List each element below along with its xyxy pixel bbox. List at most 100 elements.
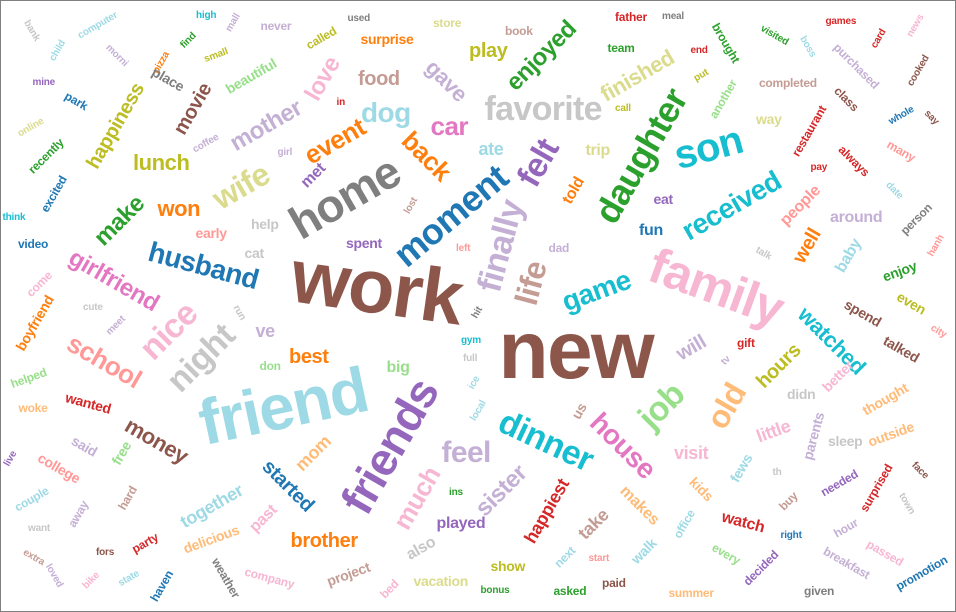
cloud-word: us <box>568 400 590 422</box>
cloud-word: car <box>430 111 469 141</box>
cloud-word: end <box>690 45 708 56</box>
cloud-word: class <box>830 83 862 115</box>
cloud-word: couple <box>11 483 51 515</box>
cloud-word: video <box>18 237 49 251</box>
cloud-word: new <box>498 305 655 396</box>
cloud-word: hit <box>469 304 486 321</box>
cloud-word: pay <box>810 162 828 173</box>
cloud-word: book <box>505 24 533 38</box>
cloud-word: another <box>706 77 740 121</box>
cloud-word: talked <box>880 332 922 366</box>
cloud-word: best <box>289 346 329 368</box>
cloud-word: wife <box>205 155 276 217</box>
cloud-word: gift <box>737 336 755 350</box>
cloud-word: show <box>490 558 526 574</box>
cloud-word: excited <box>37 173 70 215</box>
cloud-word: right <box>780 530 802 541</box>
cloud-word: say <box>921 108 941 128</box>
cloud-word: company <box>242 564 296 592</box>
cloud-word: card <box>868 27 889 51</box>
cloud-word: spent <box>346 235 382 251</box>
cloud-word: come <box>23 268 55 300</box>
cloud-word: place <box>149 63 188 95</box>
cloud-word: gave <box>420 54 473 107</box>
cloud-word: dad <box>548 241 570 255</box>
cloud-word: buy <box>775 488 801 514</box>
cloud-word: son <box>668 117 747 179</box>
cloud-word: hanh <box>925 233 947 259</box>
cloud-word: office <box>670 507 698 541</box>
cloud-word: always <box>835 142 873 180</box>
cloud-word: food <box>358 68 400 90</box>
cloud-word: local <box>468 398 489 423</box>
cloud-word: friend <box>192 353 374 459</box>
cloud-word: favorite <box>484 90 603 128</box>
cloud-word: state <box>116 568 142 589</box>
cloud-word: haven <box>146 568 176 604</box>
cloud-word: boyfriend <box>11 292 57 354</box>
cloud-word: even <box>893 288 929 318</box>
cloud-word: felt <box>509 132 567 194</box>
cloud-word: parents <box>798 410 827 462</box>
cloud-word: outside <box>865 418 917 450</box>
cloud-word: won <box>157 196 201 221</box>
cloud-word: call <box>615 103 631 114</box>
cloud-word: town <box>895 491 917 517</box>
cloud-word: played <box>436 515 486 532</box>
cloud-word: put <box>691 67 710 85</box>
cloud-word: little <box>753 415 793 447</box>
cloud-word: play <box>469 40 508 62</box>
cloud-word: whole <box>886 103 916 128</box>
cloud-word: online <box>15 115 46 140</box>
cloud-word: watch <box>719 508 767 537</box>
cloud-word: eat <box>653 191 674 207</box>
cloud-word: mall <box>223 11 243 34</box>
cloud-word: bonus <box>480 585 510 596</box>
cloud-word: trip <box>585 142 611 159</box>
cloud-word: well <box>788 224 826 268</box>
cloud-word: bank <box>20 18 42 44</box>
cloud-word: life <box>507 257 554 309</box>
cloud-word: asked <box>553 584 587 598</box>
cloud-word: lunch <box>133 150 190 175</box>
cloud-word: received <box>675 164 786 247</box>
cloud-word: news <box>904 12 927 39</box>
cloud-word: big <box>386 359 410 376</box>
cloud-word: home <box>279 144 409 250</box>
cloud-word: meal <box>662 11 684 22</box>
cloud-word: every <box>709 540 743 568</box>
cloud-word: high <box>196 10 217 21</box>
cloud-word: needed <box>817 466 860 500</box>
cloud-word: away <box>65 498 92 530</box>
cloud-word: helped <box>8 365 49 391</box>
cloud-word: live <box>1 449 20 469</box>
cloud-word: small <box>202 46 230 65</box>
cloud-word: weather <box>208 555 243 601</box>
cloud-word: beautiful <box>222 55 280 97</box>
cloud-word: morni <box>102 42 130 70</box>
cloud-word: cute <box>83 302 103 313</box>
cloud-word: around <box>830 209 883 226</box>
cloud-word: talk <box>753 244 774 263</box>
cloud-word: summer <box>668 586 714 600</box>
cloud-word: don <box>259 359 282 373</box>
cloud-word: never <box>260 19 292 33</box>
cloud-word: brother <box>290 530 359 552</box>
cloud-word: enjoy <box>879 257 919 285</box>
cloud-word: makes <box>616 482 663 529</box>
cloud-word: take <box>573 504 613 544</box>
cloud-word: bed <box>376 576 402 602</box>
cloud-word: cooked <box>905 53 932 89</box>
cloud-word: ins <box>449 487 463 498</box>
cloud-word: paid <box>602 576 626 590</box>
cloud-word: recently <box>25 135 67 177</box>
cloud-word: visited <box>758 23 791 48</box>
cloud-word: make <box>88 190 150 252</box>
cloud-word: gym <box>461 335 481 346</box>
cloud-word: date <box>883 179 906 202</box>
cloud-word: boss <box>796 34 818 60</box>
cloud-word: want <box>28 523 50 534</box>
cloud-word: woke <box>18 401 48 415</box>
cloud-word: city <box>928 322 949 341</box>
cloud-word: mine <box>32 77 56 88</box>
